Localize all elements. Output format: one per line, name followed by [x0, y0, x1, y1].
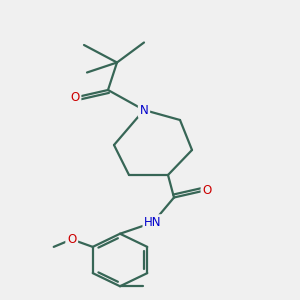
Text: O: O — [202, 184, 211, 196]
Text: O: O — [67, 233, 76, 246]
Text: O: O — [70, 91, 80, 104]
Text: N: N — [140, 103, 148, 116]
Text: HN: HN — [144, 216, 162, 229]
